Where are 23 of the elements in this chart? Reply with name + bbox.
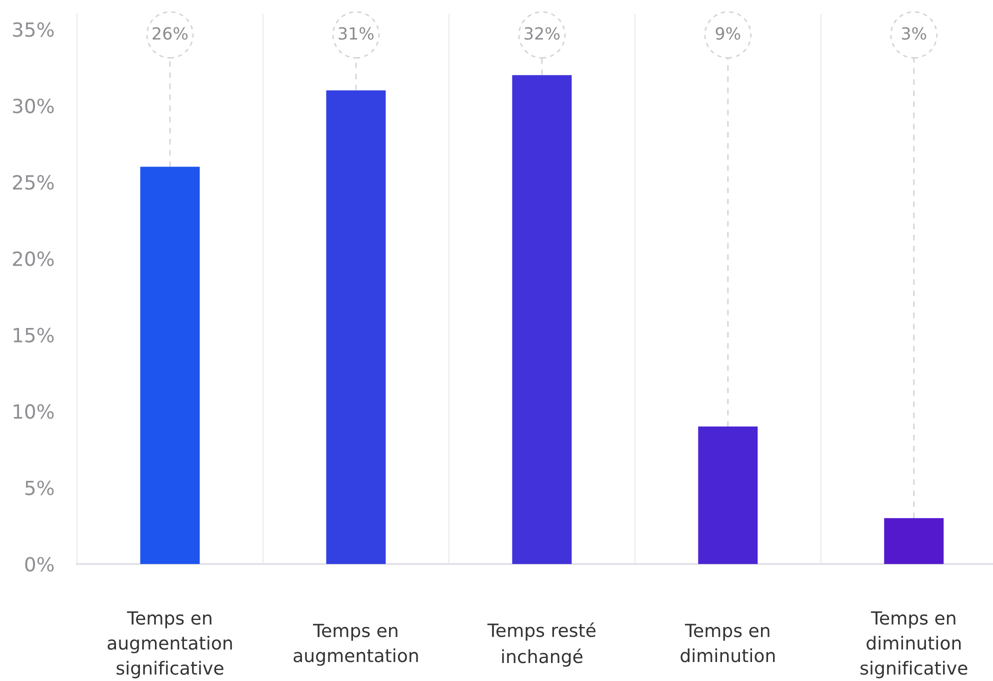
y-tick-label: 5% — [25, 480, 54, 496]
data-label: 3% — [902, 27, 926, 40]
data-label: 31% — [338, 27, 374, 40]
bar — [326, 90, 386, 564]
x-tick-label: Temps en augmentation significative — [108, 611, 232, 678]
data-label: 32% — [524, 27, 560, 40]
x-tick-label: Temps resté inchangé — [487, 622, 596, 667]
bar — [698, 426, 758, 564]
y-tick-label: 35% — [13, 22, 54, 37]
bar — [884, 518, 944, 564]
x-tick-label: Temps en diminution — [680, 624, 775, 662]
y-tick-label: 25% — [12, 175, 54, 190]
x-tick-label: Temps en diminution significative — [860, 611, 968, 678]
y-tick-label: 20% — [12, 251, 54, 266]
y-tick-label: 15% — [14, 328, 54, 342]
y-tick-label: 10% — [14, 404, 54, 419]
y-tick-label: 30% — [13, 98, 54, 114]
x-tick-label: Temps en augmentation — [294, 624, 418, 666]
y-tick-label: 0% — [25, 556, 54, 572]
bar — [512, 75, 572, 564]
data-label: 26% — [152, 27, 188, 40]
data-label: 9% — [716, 27, 740, 40]
bar — [140, 166, 200, 564]
